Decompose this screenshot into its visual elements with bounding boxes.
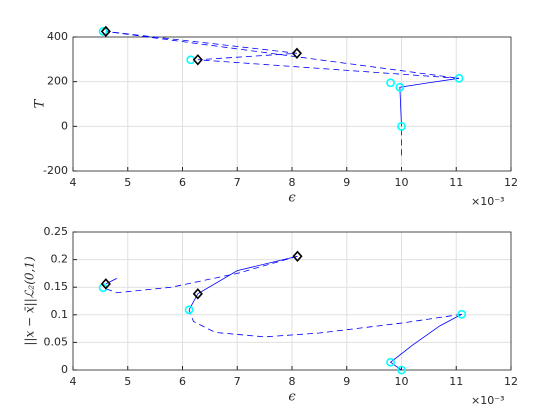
x-axis-label: ϵ: [288, 191, 296, 206]
y-axis-label: ||x − x̄||ℒ₂(0,1): [23, 256, 37, 346]
x-tick-label: 5: [124, 375, 131, 388]
x-tick-label: 12: [504, 375, 518, 388]
x-tick-label: 5: [124, 176, 131, 189]
y-axis-label: T: [33, 98, 48, 108]
circle-marker: [184, 305, 194, 315]
x-tick-label: 11: [449, 176, 463, 189]
y-tick-label: 0: [61, 119, 68, 132]
y-tick-label: 0.05: [44, 335, 69, 348]
y-tick-label: 0.25: [44, 225, 69, 238]
x-tick-label: 9: [343, 375, 350, 388]
curve: [105, 278, 117, 285]
circle-marker: [454, 73, 464, 83]
curve: [188, 255, 298, 311]
diamond-marker: [192, 54, 203, 66]
x-tick-label: 4: [70, 375, 77, 388]
circle-marker: [397, 365, 406, 375]
x-tick-label: 8: [289, 375, 296, 388]
diamond-marker: [192, 288, 203, 300]
axes-box: [72, 231, 512, 371]
y-tick-label: 400: [47, 30, 68, 43]
x-axis-label: ϵ: [288, 390, 296, 405]
circle-marker: [397, 121, 406, 131]
circle-marker: [98, 27, 108, 36]
circle-marker: [395, 82, 405, 92]
x-tick-label: 12: [504, 176, 518, 189]
diamond-marker: [292, 250, 303, 262]
x-tick-label: 6: [179, 176, 186, 189]
y-tick-label: 0.2: [51, 253, 69, 266]
y-tick-label: 200: [47, 75, 68, 88]
x-tick-label: 7: [234, 176, 241, 189]
curve: [188, 309, 462, 338]
curve: [399, 77, 460, 127]
x-tick-label: 4: [70, 176, 77, 189]
y-tick-label: 0.1: [51, 308, 69, 321]
diamond-marker: [291, 47, 302, 60]
x-tick-label: 6: [179, 375, 186, 388]
x-tick-label: 7: [234, 375, 241, 388]
x-exponent: ×10⁻³: [471, 195, 504, 208]
x-tick-label: 10: [395, 375, 409, 388]
circle-marker: [457, 309, 467, 319]
circle-marker: [386, 78, 395, 88]
circle-marker: [386, 357, 395, 367]
y-tick-label: 0.15: [44, 280, 69, 293]
diamond-marker: [100, 25, 111, 38]
y-tick-label: -200: [43, 164, 68, 177]
x-tick-label: 9: [343, 176, 350, 189]
axes-box: [72, 36, 512, 172]
x-tick-label: 11: [449, 375, 463, 388]
diamond-marker: [100, 278, 111, 290]
y-tick-label: 0: [61, 363, 68, 376]
curve: [105, 31, 460, 79]
x-exponent: ×10⁻³: [471, 394, 504, 407]
curve: [102, 255, 298, 294]
x-tick-label: 10: [395, 176, 409, 189]
x-tick-label: 8: [289, 176, 296, 189]
curve: [389, 313, 462, 371]
